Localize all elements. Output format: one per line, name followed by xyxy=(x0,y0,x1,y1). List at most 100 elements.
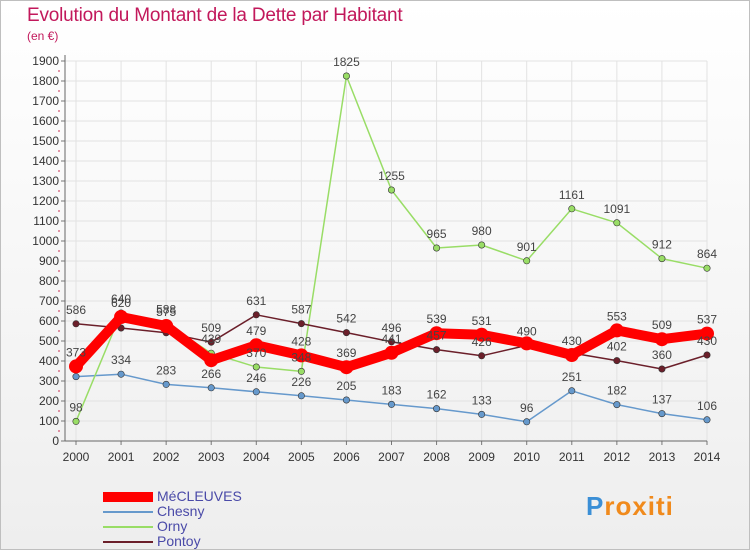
data-point-pontoy xyxy=(703,351,711,359)
x-tick-label: 2012 xyxy=(604,450,631,464)
data-point-mecleuves xyxy=(249,338,264,353)
data-point-mecleuves xyxy=(384,345,399,360)
data-point-mecleuves xyxy=(69,359,83,374)
data-label-orny: 588 xyxy=(156,302,176,316)
data-label-mecleuves: 537 xyxy=(697,313,717,327)
legend-swatch-orny xyxy=(103,525,153,528)
legend-label-mecleuves: MéCLEUVES xyxy=(157,488,242,504)
data-point-orny xyxy=(297,367,305,375)
legend-swatch-mecleuves xyxy=(103,491,153,502)
y-tick-label: 1700 xyxy=(32,94,59,108)
y-tick-label: 1500 xyxy=(32,134,59,148)
y-tick-label: 700 xyxy=(39,294,59,308)
data-label-chesny: 133 xyxy=(472,393,492,407)
data-point-chesny xyxy=(433,405,441,413)
data-point-orny xyxy=(703,264,711,272)
data-point-chesny xyxy=(72,373,80,381)
data-point-orny xyxy=(523,257,531,265)
y-tick-label: 1800 xyxy=(32,74,59,88)
data-point-mecleuves xyxy=(159,319,174,333)
data-point-pontoy xyxy=(613,357,621,365)
x-tick-label: 2003 xyxy=(198,450,225,464)
data-label-pontoy: 509 xyxy=(201,321,221,335)
y-tick-label: 1100 xyxy=(33,214,59,228)
data-point-pontoy xyxy=(117,324,125,332)
data-label-pontoy: 430 xyxy=(697,334,717,348)
x-tick-label: 2010 xyxy=(513,450,540,464)
data-point-chesny xyxy=(658,410,666,418)
data-label-chesny: 266 xyxy=(201,367,221,381)
data-label-orny: 1091 xyxy=(604,202,631,216)
y-tick-label: 1900 xyxy=(32,54,59,68)
y-tick-label: 0 xyxy=(52,434,59,448)
data-point-orny xyxy=(342,72,350,80)
data-label-orny: 640 xyxy=(111,292,131,306)
data-point-mecleuves xyxy=(114,310,129,324)
data-label-pontoy: 496 xyxy=(381,321,401,335)
data-label-pontoy: 586 xyxy=(66,303,86,317)
data-label-mecleuves: 575 xyxy=(156,305,176,319)
data-point-pontoy xyxy=(387,338,395,346)
data-label-orny: 439 xyxy=(201,332,221,346)
data-label-chesny: 162 xyxy=(427,388,447,402)
data-label-mecleuves: 531 xyxy=(472,314,492,328)
data-label-chesny: 226 xyxy=(291,375,311,389)
x-tick-label: 2005 xyxy=(288,450,315,464)
data-label-chesny: 182 xyxy=(607,384,627,398)
y-tick-label: 600 xyxy=(39,314,59,328)
data-point-mecleuves xyxy=(474,327,489,342)
legend-item-orny: Orny xyxy=(103,519,242,534)
data-label-mecleuves: 553 xyxy=(607,309,627,323)
data-label-pontoy: 426 xyxy=(472,335,492,349)
data-label-mecleuves: 373 xyxy=(66,345,86,359)
data-label-chesny: 334 xyxy=(111,353,131,367)
data-point-orny xyxy=(568,205,576,213)
data-point-chesny xyxy=(297,392,305,400)
data-point-mecleuves xyxy=(654,332,669,347)
y-tick-label: 1300 xyxy=(32,174,59,188)
data-label-mecleuves: 509 xyxy=(652,318,672,332)
data-point-pontoy xyxy=(297,320,305,328)
data-label-chesny: 183 xyxy=(381,383,401,397)
y-tick-label: 300 xyxy=(39,374,59,388)
data-label-orny: 98 xyxy=(69,400,83,414)
data-label-mecleuves: 620 xyxy=(111,296,131,310)
data-point-pontoy xyxy=(72,320,80,328)
data-label-orny: 864 xyxy=(697,247,717,261)
data-point-pontoy xyxy=(207,338,215,346)
data-label-pontoy: 631 xyxy=(246,294,266,308)
legend-item-mecleuves: MéCLEUVES xyxy=(103,489,242,504)
data-point-orny xyxy=(387,186,395,194)
x-tick-label: 2008 xyxy=(423,450,450,464)
data-label-orny: 912 xyxy=(652,238,672,252)
data-label-pontoy: 587 xyxy=(291,303,311,317)
y-tick-label: 400 xyxy=(39,354,59,368)
data-label-pontoy: 402 xyxy=(607,340,627,354)
legend-item-chesny: Chesny xyxy=(103,504,242,519)
x-tick-label: 2013 xyxy=(649,450,676,464)
data-point-orny xyxy=(613,219,621,227)
data-point-chesny xyxy=(342,396,350,404)
data-label-mecleuves: 430 xyxy=(562,334,582,348)
data-point-pontoy xyxy=(252,311,260,319)
data-point-mecleuves xyxy=(700,326,714,341)
data-point-chesny xyxy=(117,370,125,378)
data-label-orny: 965 xyxy=(427,227,447,241)
legend-label-chesny: Chesny xyxy=(157,503,205,519)
data-label-orny: 1161 xyxy=(559,188,585,202)
data-label-pontoy: 360 xyxy=(652,348,672,362)
x-tick-label: 2000 xyxy=(63,450,90,464)
chart-subtitle: (en €) xyxy=(27,29,59,43)
data-point-mecleuves xyxy=(609,323,624,338)
x-tick-label: 2011 xyxy=(559,450,585,464)
data-label-mecleuves: 369 xyxy=(336,346,356,360)
y-tick-label: 1600 xyxy=(32,114,59,128)
data-label-chesny: 205 xyxy=(336,379,356,393)
proxiti-logo: Proxiti xyxy=(586,491,674,522)
y-tick-label: 200 xyxy=(39,394,59,408)
data-label-pontoy: 490 xyxy=(517,324,537,338)
x-tick-label: 2009 xyxy=(468,450,495,464)
data-point-chesny xyxy=(568,387,576,395)
data-label-orny: 901 xyxy=(517,240,537,254)
